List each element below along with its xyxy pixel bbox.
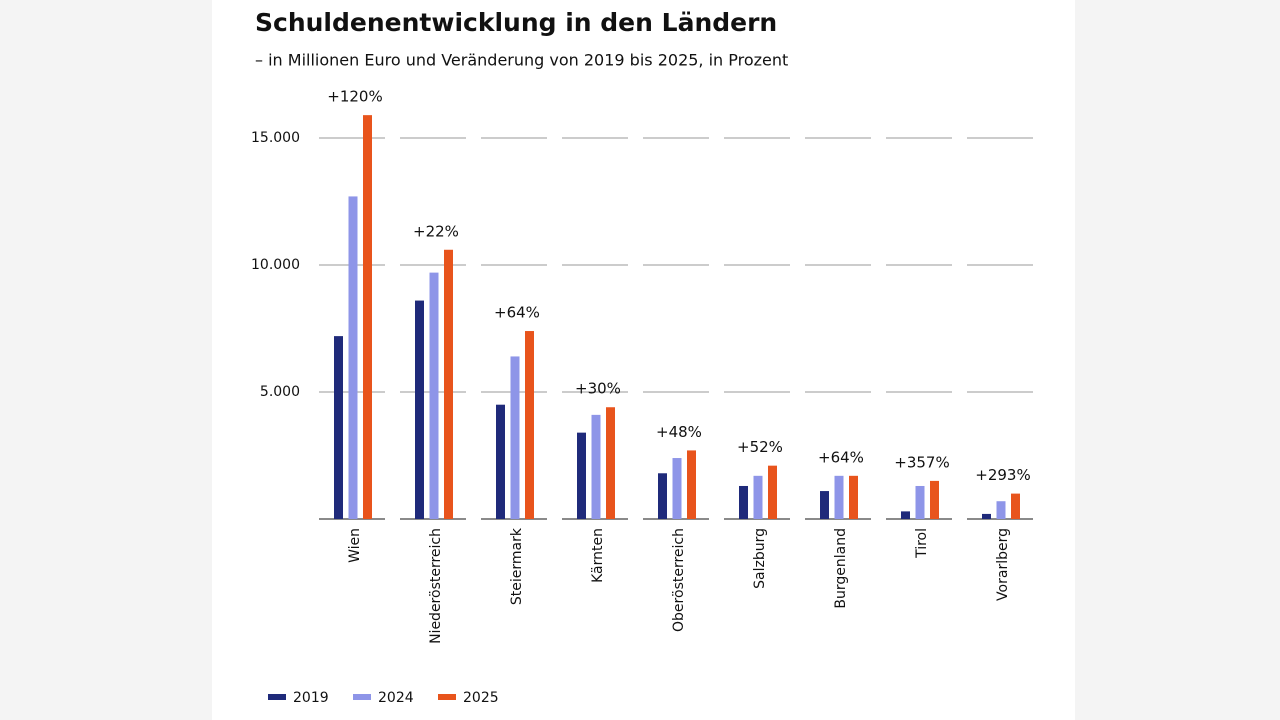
bar: [510, 356, 520, 519]
x-tick-label: Vorarlberg: [995, 528, 1011, 601]
legend-swatch: [438, 694, 456, 700]
bar: [820, 491, 829, 519]
bar: [496, 404, 505, 519]
annotation: +22%: [413, 222, 459, 240]
bar: [768, 465, 777, 519]
bar: [849, 475, 858, 519]
bar: [577, 432, 586, 519]
bar: [444, 249, 453, 519]
x-tick-label: Oberösterreich: [671, 528, 687, 632]
legend-swatch: [268, 694, 286, 700]
legend-label: 2024: [378, 690, 414, 706]
bar: [591, 414, 601, 519]
x-tick-label: Niederösterreich: [428, 528, 444, 644]
y-tick-label: 5.000: [260, 384, 300, 400]
bar: [915, 485, 925, 519]
annotation: +64%: [818, 448, 864, 466]
x-tick-label: Wien: [347, 528, 363, 563]
bar: [658, 473, 667, 519]
x-tick-label: Salzburg: [752, 528, 768, 589]
bar: [525, 331, 534, 519]
bar: [687, 450, 696, 519]
bar: [672, 458, 682, 519]
bar: [415, 300, 424, 519]
bar: [996, 501, 1006, 519]
x-tick-label: Kärnten: [590, 528, 606, 583]
y-tick-label: 15.000: [251, 130, 300, 146]
bar: [739, 485, 748, 519]
annotation: +52%: [737, 438, 783, 456]
x-tick-label: Steiermark: [509, 527, 525, 605]
legend-swatch: [353, 694, 371, 700]
bar: [1011, 493, 1020, 519]
chart-subtitle: – in Millionen Euro und Veränderung von …: [255, 51, 788, 70]
legend-label: 2025: [463, 690, 499, 706]
annotation: +357%: [894, 453, 949, 471]
annotation: +48%: [656, 423, 702, 441]
bar: [429, 272, 439, 519]
annotation: +120%: [327, 88, 382, 106]
bar: [930, 480, 939, 519]
chart-title: Schuldenentwicklung in den Ländern: [255, 8, 777, 37]
annotation: +64%: [494, 304, 540, 322]
bar: [606, 407, 615, 519]
annotation: +30%: [575, 380, 621, 398]
bar: [334, 336, 343, 519]
bar: [901, 511, 910, 519]
x-tick-label: Tirol: [914, 528, 930, 559]
bar: [363, 115, 372, 519]
bar: [982, 513, 991, 519]
bar: [834, 475, 844, 519]
legend-label: 2019: [293, 690, 329, 706]
y-tick-label: 10.000: [251, 257, 300, 273]
x-tick-label: Burgenland: [833, 528, 849, 609]
bar: [753, 475, 763, 519]
bar: [348, 196, 358, 520]
annotation: +293%: [975, 466, 1030, 484]
